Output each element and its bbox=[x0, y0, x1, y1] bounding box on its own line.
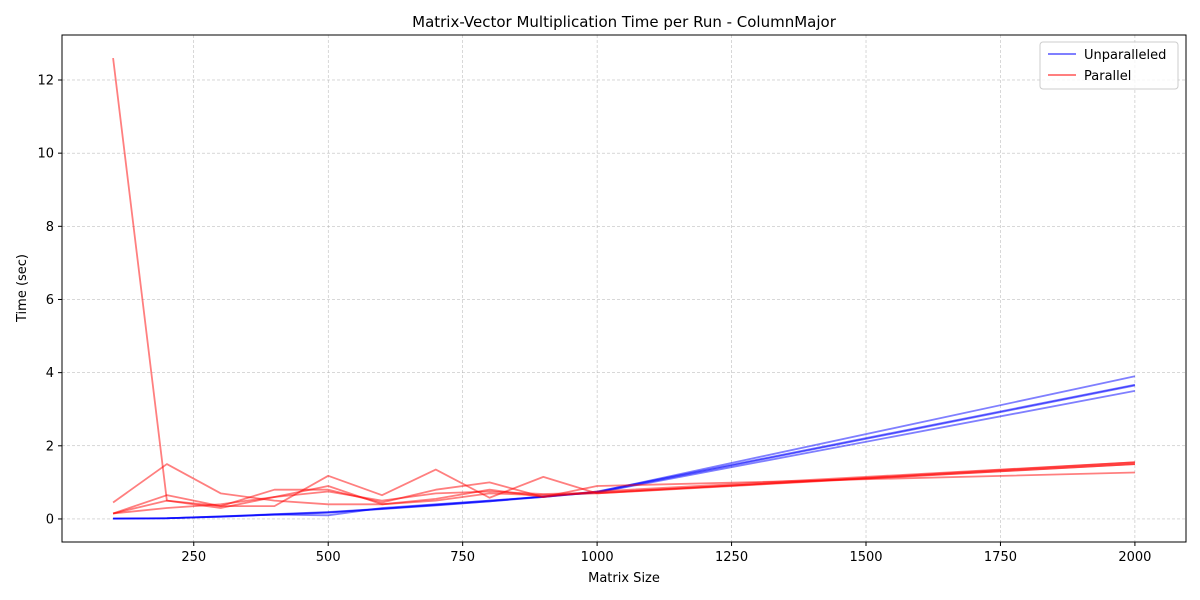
series-line-parallel-7 bbox=[112, 461, 1135, 515]
legend: Unparalleled Parallel bbox=[1039, 41, 1179, 90]
y-tick-label: 8 bbox=[46, 220, 54, 235]
x-tick-label: 1750 bbox=[984, 550, 1017, 565]
x-tick-label: 1500 bbox=[849, 550, 882, 565]
series-lines bbox=[112, 57, 1136, 520]
legend-label-unparalleled: Unparalleled bbox=[1084, 48, 1166, 63]
y-tick-label: 0 bbox=[46, 512, 54, 527]
y-tick-label: 6 bbox=[46, 293, 54, 308]
x-tick-label: 500 bbox=[316, 550, 341, 565]
y-tick-label: 10 bbox=[37, 147, 54, 162]
x-tick-label: 2000 bbox=[1118, 550, 1151, 565]
x-tick-label: 250 bbox=[181, 550, 206, 565]
series-line-parallel-5 bbox=[112, 463, 1135, 506]
y-tick-label: 12 bbox=[37, 73, 54, 88]
y-tick-label: 4 bbox=[46, 366, 54, 381]
y-axis-ticks: 0 2 4 6 8 10 12 bbox=[37, 73, 62, 527]
x-tick-label: 1250 bbox=[715, 550, 748, 565]
series-line-parallel-8 bbox=[112, 463, 1135, 515]
y-axis-label: Time (sec) bbox=[15, 254, 30, 323]
series-line-parallel-6 bbox=[112, 471, 1135, 515]
chart-title: Matrix-Vector Multiplication Time per Ru… bbox=[412, 13, 837, 31]
y-tick-label: 2 bbox=[46, 439, 54, 454]
grid bbox=[62, 35, 1186, 542]
x-axis-label: Matrix Size bbox=[588, 571, 660, 586]
x-tick-label: 750 bbox=[450, 550, 475, 565]
x-tick-label: 1000 bbox=[581, 550, 614, 565]
legend-label-parallel: Parallel bbox=[1084, 69, 1131, 84]
series-line-parallel-4 bbox=[112, 57, 1135, 509]
x-axis-ticks: 250 500 750 1000 1250 1500 1750 2000 bbox=[181, 542, 1151, 565]
plot-frame bbox=[61, 34, 1187, 543]
